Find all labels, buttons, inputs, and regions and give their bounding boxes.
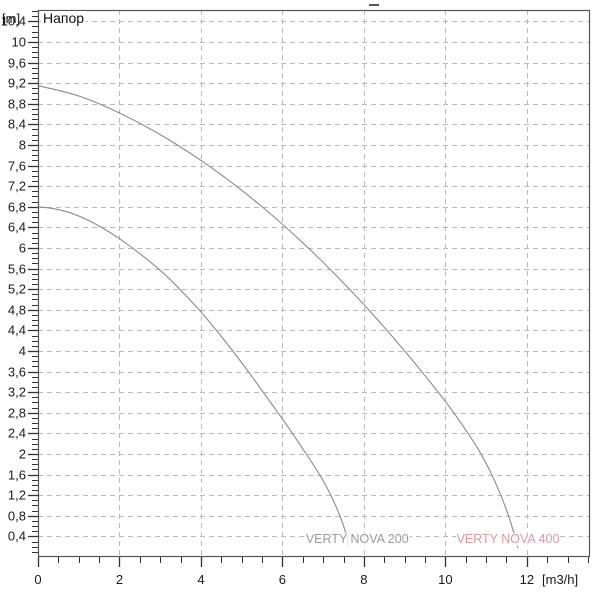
curve-series-2 — [37, 85, 519, 549]
chart-title: Напор — [41, 10, 87, 26]
y-axis-tick-label: 0,8 — [7, 508, 26, 524]
y-axis-tick-label: 6 — [18, 240, 26, 256]
x-axis-tick-label: 12 — [519, 572, 535, 587]
x-axis-tick-label: 8 — [360, 572, 368, 587]
y-axis-tick-label: 7,6 — [7, 158, 26, 174]
y-axis-tick-label: 3,6 — [7, 364, 26, 380]
y-axis-tick-label: 5,2 — [7, 281, 26, 297]
y-axis-tick-label: 3,2 — [7, 384, 26, 400]
series-label-1: VERTY NOVA 200 — [304, 532, 410, 546]
y-axis-tick-label: 10 — [11, 34, 26, 50]
top-dash-marker — [369, 4, 379, 6]
y-axis-tick-label: 5,6 — [7, 261, 26, 277]
x-axis-tick-label: 0 — [34, 572, 42, 587]
y-axis-tick-label: 4,8 — [7, 302, 26, 318]
y-axis-tick-label: 9,6 — [7, 55, 26, 71]
y-axis-tick-label: 0,4 — [7, 528, 26, 544]
x-axis-tick-label: 6 — [278, 572, 287, 587]
plot-background — [38, 10, 590, 557]
y-axis-tick-label: 6,4 — [7, 219, 26, 235]
curve-series-1 — [37, 206, 349, 547]
y-axis-tick-label: 1,6 — [7, 467, 26, 483]
y-axis-tick-label: 6,8 — [7, 199, 26, 215]
y-axis-tick-label: 2,8 — [7, 405, 26, 421]
y-axis-tick-label: 1,2 — [7, 487, 26, 503]
x-axis-tick-label: 4 — [197, 572, 205, 587]
series-label-2: VERTY NOVA 400 — [455, 532, 561, 546]
y-axis-tick-label: 9,2 — [7, 75, 26, 91]
x-axis-tick-label: 2 — [115, 572, 124, 587]
y-axis-unit-label: [m] — [2, 11, 21, 26]
plot-frame — [37, 9, 591, 558]
y-axis-tick-label: 2,4 — [7, 425, 26, 441]
y-axis-tick-label: 4 — [18, 343, 26, 359]
axis-ticks — [28, 11, 589, 567]
y-axis-tick-label: 8,8 — [7, 96, 26, 112]
y-axis-tick-label: 8,4 — [7, 116, 26, 132]
x-axis-unit-label: [m3/h] — [542, 572, 579, 587]
y-axis-tick-label: 10,4 — [0, 13, 26, 29]
y-axis-tick-label: 8 — [18, 137, 26, 153]
gridlines — [38, 10, 590, 557]
y-axis-tick-label: 4,4 — [7, 322, 26, 338]
y-axis-tick-label: 2 — [18, 446, 26, 462]
x-axis-tick-label: 10 — [438, 572, 453, 587]
y-axis-tick-label: 7,2 — [7, 178, 26, 194]
